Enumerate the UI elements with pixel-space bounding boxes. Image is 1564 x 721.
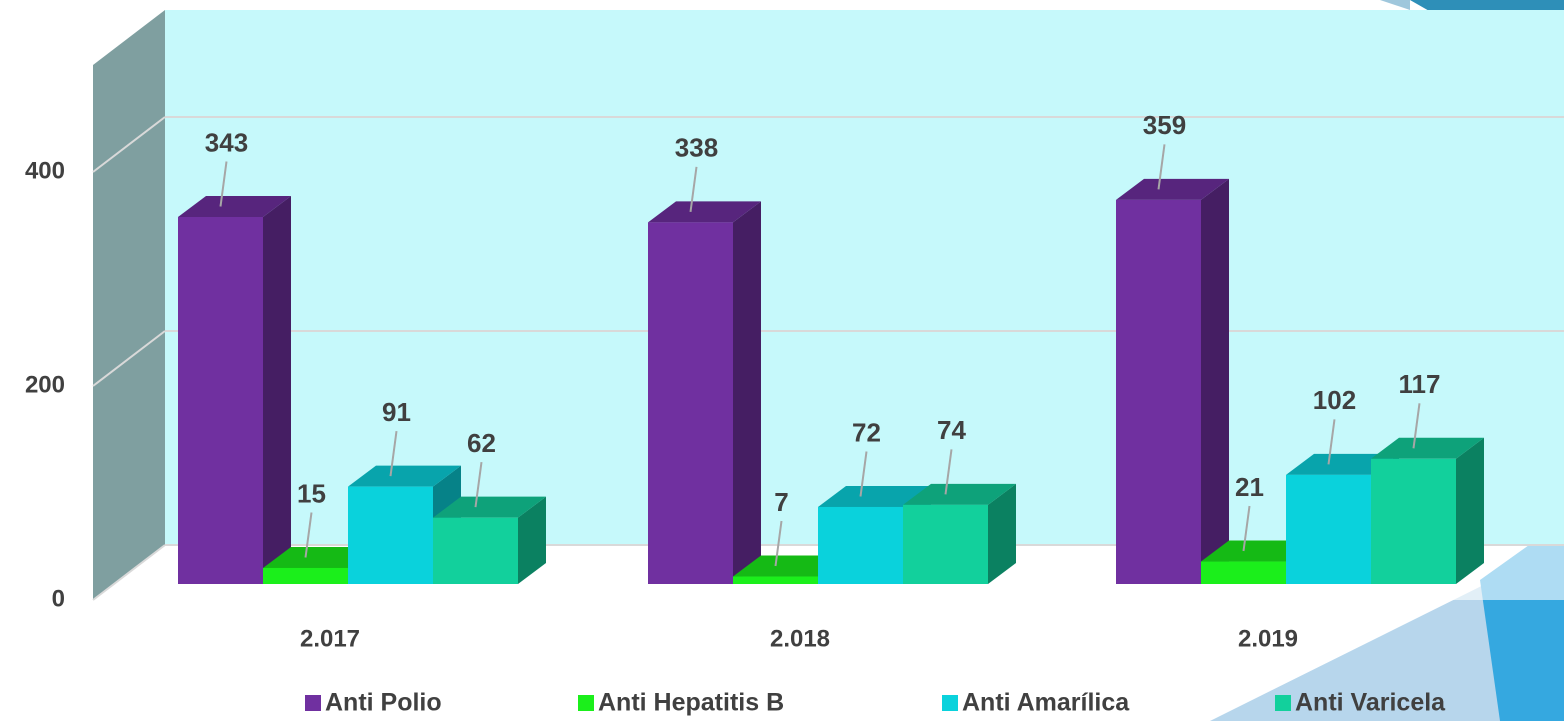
bar-top <box>818 485 931 507</box>
value-label: 74 <box>937 415 966 445</box>
bar-top <box>903 483 1016 505</box>
value-label: 102 <box>1313 385 1356 415</box>
grid-line-side <box>92 116 166 173</box>
bar-side <box>1456 437 1484 584</box>
bar <box>1116 199 1201 584</box>
bar-top <box>263 546 376 568</box>
legend-label: Anti Hepatitis B <box>598 689 784 717</box>
grid-line-side <box>92 330 166 387</box>
bar <box>1286 474 1371 584</box>
bar-top <box>1116 178 1229 200</box>
bar-side <box>518 496 546 584</box>
legend-label: Anti Amarílica <box>962 689 1130 717</box>
bar <box>733 576 818 584</box>
value-label: 338 <box>675 133 718 163</box>
x-tick-label: 2.019 <box>1238 625 1298 652</box>
y-tick-label: 200 <box>25 371 65 398</box>
grid-line-side <box>92 544 166 601</box>
y-tick-label: 400 <box>25 157 65 184</box>
y-tick-label: 0 <box>52 585 65 612</box>
bar-side <box>988 483 1016 584</box>
value-label: 21 <box>1235 472 1264 502</box>
bar-top <box>433 496 546 518</box>
bar-top <box>178 195 291 217</box>
leader-line <box>304 512 313 558</box>
value-label: 359 <box>1143 110 1186 140</box>
bar <box>433 517 518 584</box>
bar-side <box>1201 178 1229 584</box>
bar-top <box>733 555 846 577</box>
bar <box>903 504 988 584</box>
bar <box>818 506 903 584</box>
bar <box>1201 561 1286 584</box>
leader-line <box>474 462 483 508</box>
value-label: 7 <box>774 487 788 517</box>
bar <box>1371 458 1456 584</box>
leader-line <box>389 430 398 477</box>
leader-line <box>1157 144 1166 190</box>
leader-line <box>774 520 783 567</box>
leader-line <box>1242 505 1251 552</box>
value-label: 15 <box>297 478 326 508</box>
bar-top <box>348 465 461 487</box>
bar <box>263 567 348 584</box>
bar-top <box>1201 540 1314 562</box>
legend-swatch <box>1275 695 1291 711</box>
side-wall <box>93 10 165 600</box>
leader-line <box>1327 419 1336 465</box>
bar-side <box>733 201 761 584</box>
x-tick-label: 2.018 <box>770 625 830 652</box>
x-tick-label: 2.017 <box>300 625 360 652</box>
bar-top <box>648 201 761 223</box>
bar <box>348 486 433 584</box>
leader-line <box>944 449 953 495</box>
legend-swatch <box>578 695 594 711</box>
value-label: 62 <box>467 428 496 458</box>
leader-line <box>1412 403 1421 449</box>
leader-line <box>859 451 868 497</box>
legend-swatch <box>305 695 321 711</box>
value-label: 72 <box>852 417 881 447</box>
leader-line <box>689 166 698 212</box>
bar-top <box>1286 453 1399 475</box>
bar <box>648 222 733 584</box>
legend-label: Anti Varicela <box>1295 689 1446 717</box>
value-label: 91 <box>382 397 411 427</box>
bar-side <box>263 195 291 585</box>
leader-line <box>219 161 228 207</box>
bar-top <box>1371 437 1484 459</box>
value-label: 117 <box>1399 369 1441 399</box>
legend-swatch <box>942 695 958 711</box>
bar <box>178 216 263 585</box>
value-label: 343 <box>205 127 248 157</box>
legend-label: Anti Polio <box>325 689 442 717</box>
